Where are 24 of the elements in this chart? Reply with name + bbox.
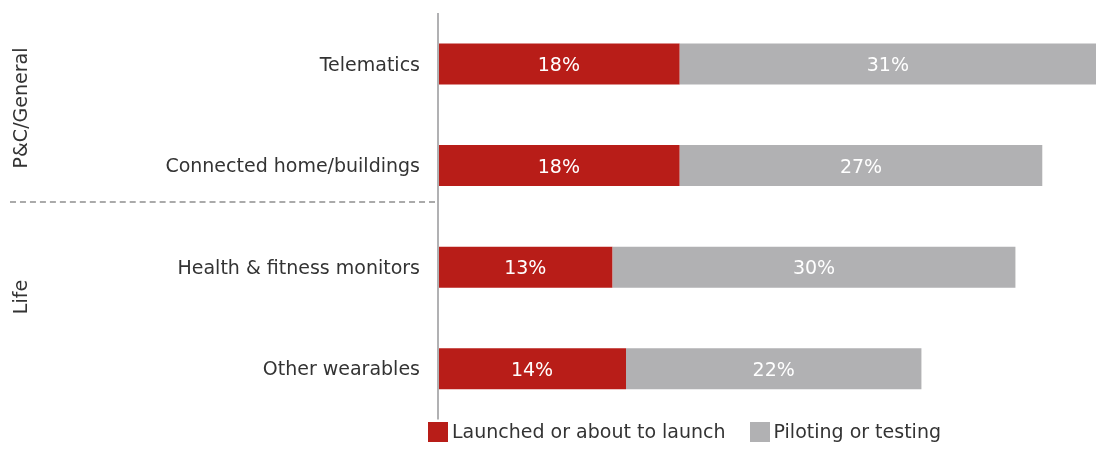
text: Life [9, 279, 31, 314]
data-label: 31% [866, 52, 909, 75]
data-label: 30% [792, 256, 836, 279]
bar [679, 43, 1096, 85]
data-label: 14% [510, 357, 554, 380]
bar [438, 246, 613, 288]
data-label: 18% [537, 154, 580, 177]
bar [626, 348, 922, 390]
text: P&C/General [9, 47, 31, 168]
legend-label: Piloting or testing [773, 419, 941, 442]
data-label: 18% [537, 52, 580, 75]
y-tick-label: Connected home/buildings [165, 154, 420, 177]
bar [679, 145, 1043, 187]
y-tick-label: Other wearables [262, 357, 420, 380]
legend-label: Launched or about to launch [452, 419, 726, 442]
bar [438, 43, 680, 85]
bar [438, 348, 626, 390]
data-label: 27% [839, 154, 883, 177]
bar [612, 246, 1016, 288]
y-tick-label: Telematics [318, 52, 420, 75]
bar [438, 145, 680, 187]
data-label: 22% [752, 357, 795, 380]
y-tick-label: Health & fitness monitors [177, 255, 420, 278]
data-label: 13% [504, 256, 547, 279]
